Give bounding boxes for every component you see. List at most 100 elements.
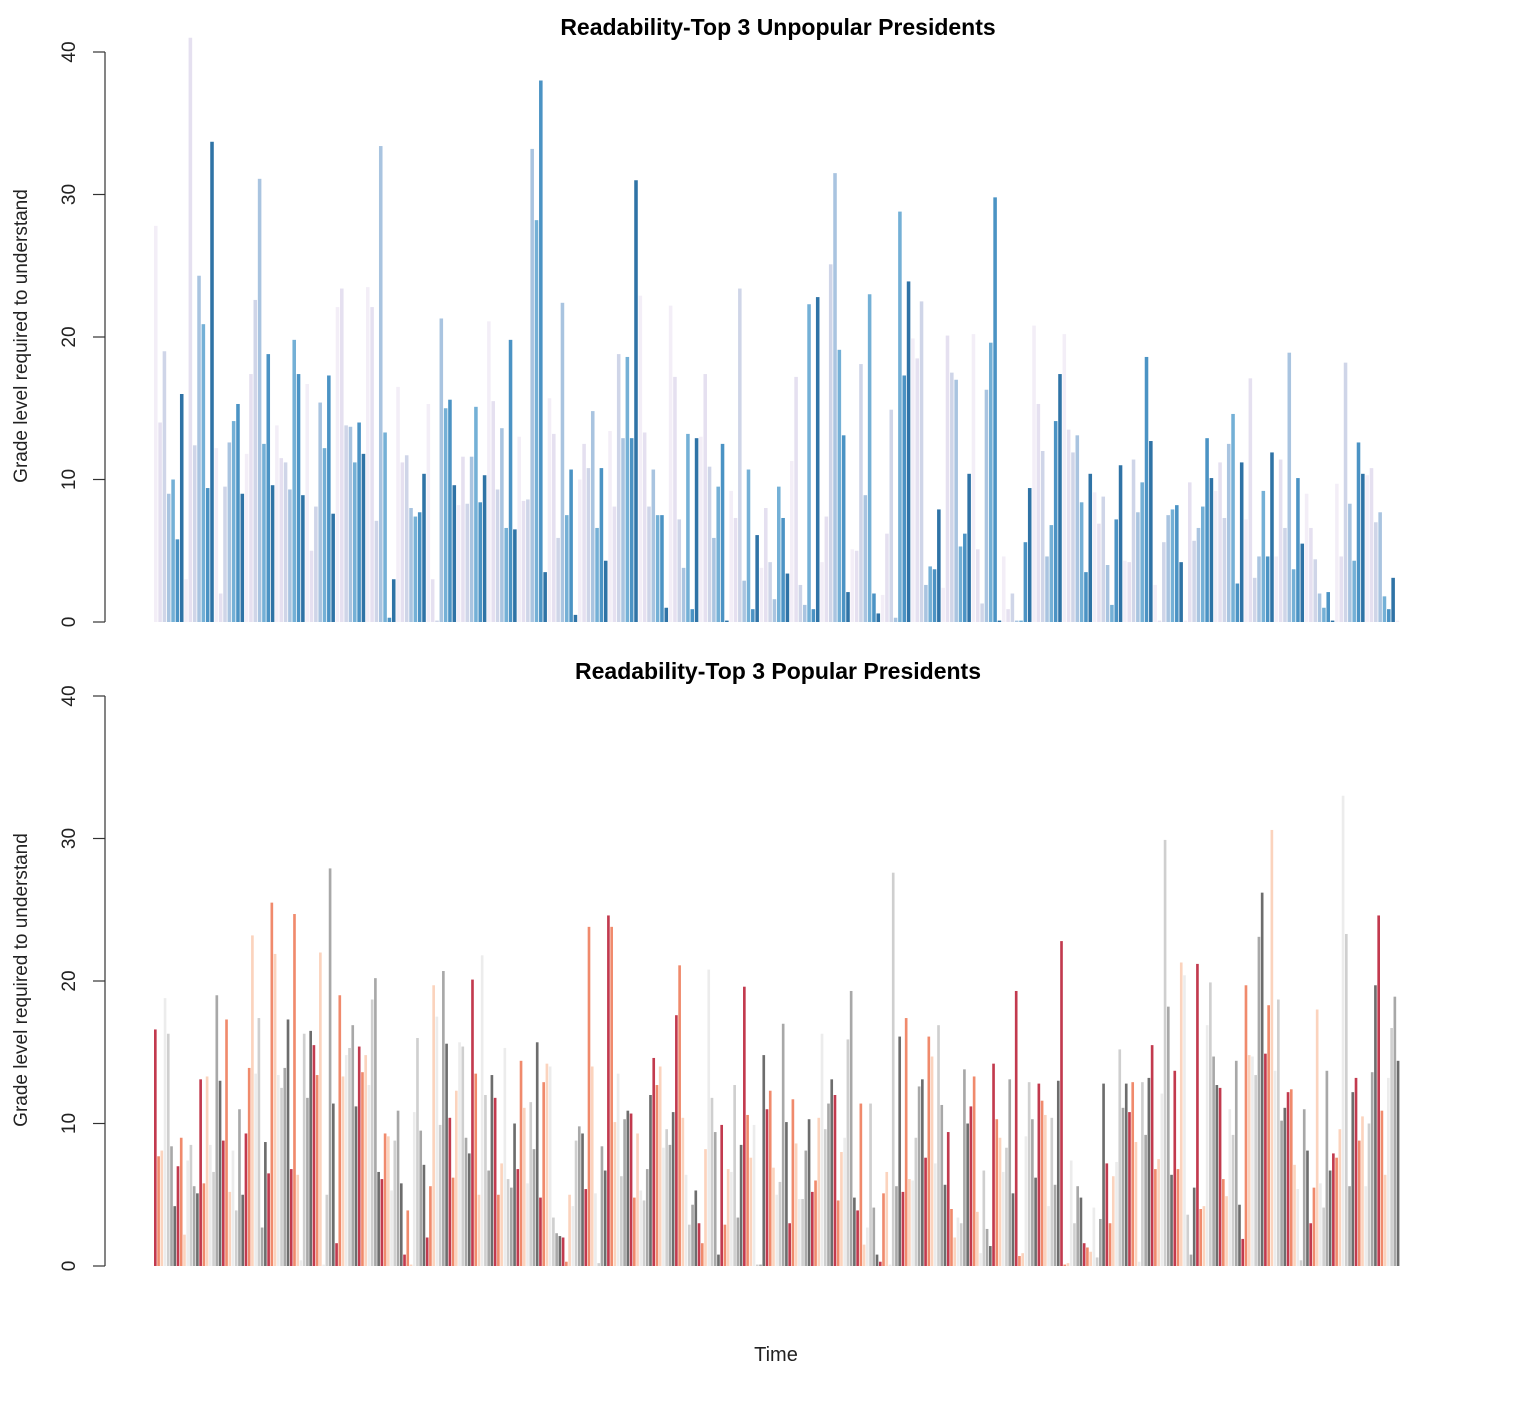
bar bbox=[426, 403, 431, 622]
bar bbox=[542, 1082, 546, 1266]
bar bbox=[707, 466, 712, 622]
bar bbox=[616, 1073, 620, 1267]
bar bbox=[1335, 1157, 1338, 1266]
bar bbox=[1179, 562, 1183, 622]
bar bbox=[1001, 1171, 1005, 1266]
bar bbox=[267, 1173, 270, 1267]
bar bbox=[1066, 1263, 1070, 1266]
bar bbox=[629, 1113, 633, 1266]
bar bbox=[833, 173, 837, 623]
bar bbox=[597, 1263, 601, 1266]
bar bbox=[225, 1019, 228, 1266]
bar bbox=[1395, 620, 1400, 622]
bar bbox=[1066, 429, 1071, 623]
bar bbox=[1095, 1257, 1099, 1266]
bar bbox=[215, 995, 219, 1266]
bar bbox=[629, 438, 634, 622]
bar bbox=[387, 617, 392, 622]
bar bbox=[331, 513, 335, 622]
bar bbox=[755, 1264, 759, 1266]
bar bbox=[1302, 1109, 1306, 1266]
bar bbox=[1382, 596, 1387, 622]
bar bbox=[1166, 515, 1170, 623]
bar bbox=[1150, 1045, 1154, 1267]
bar bbox=[943, 1184, 947, 1266]
bar bbox=[1082, 1243, 1086, 1266]
bar bbox=[1222, 1179, 1225, 1266]
bar bbox=[1293, 1164, 1296, 1266]
bar bbox=[632, 1197, 636, 1266]
bar bbox=[319, 952, 322, 1266]
bar bbox=[811, 609, 816, 622]
bar bbox=[1137, 1261, 1141, 1266]
bar bbox=[469, 456, 474, 622]
panel-2-y-ticks: 0 10 20 30 40 bbox=[59, 685, 105, 1271]
bar bbox=[409, 508, 413, 622]
bar bbox=[743, 986, 746, 1266]
bar bbox=[467, 1153, 471, 1266]
bar bbox=[785, 1122, 788, 1266]
bar bbox=[1086, 1247, 1089, 1266]
bar bbox=[840, 1152, 843, 1266]
bar bbox=[361, 453, 366, 622]
bar bbox=[1153, 584, 1157, 622]
bar bbox=[493, 1097, 497, 1266]
bar bbox=[639, 1190, 643, 1266]
y-tick-label: 20 bbox=[59, 326, 80, 347]
bar bbox=[697, 1223, 701, 1266]
bar bbox=[1322, 607, 1326, 622]
bar bbox=[880, 594, 885, 622]
bar bbox=[1393, 996, 1397, 1266]
bar bbox=[1196, 527, 1201, 622]
bar bbox=[1244, 985, 1248, 1266]
bar bbox=[681, 567, 686, 622]
bar bbox=[710, 1097, 714, 1266]
bar bbox=[1071, 452, 1075, 622]
bar bbox=[429, 1186, 432, 1266]
bar bbox=[516, 1169, 520, 1266]
bar bbox=[166, 1033, 170, 1266]
bar bbox=[201, 324, 206, 622]
bar bbox=[988, 342, 993, 622]
bar bbox=[1280, 1120, 1283, 1266]
bar bbox=[170, 1146, 173, 1266]
bar bbox=[552, 433, 556, 622]
bar bbox=[1391, 577, 1395, 622]
bar bbox=[668, 305, 673, 622]
bar bbox=[699, 436, 703, 622]
bar bbox=[898, 1036, 902, 1266]
bar bbox=[1274, 556, 1279, 622]
bar bbox=[814, 1180, 817, 1266]
bar bbox=[660, 515, 664, 623]
bar bbox=[749, 1157, 753, 1266]
bar bbox=[911, 338, 915, 622]
bar bbox=[547, 398, 552, 622]
bar bbox=[664, 607, 669, 622]
bar bbox=[340, 288, 344, 622]
bar bbox=[1140, 482, 1144, 622]
bar bbox=[351, 1025, 355, 1266]
bar bbox=[1183, 975, 1186, 1266]
bar bbox=[694, 438, 699, 622]
bar bbox=[956, 1217, 960, 1266]
bar bbox=[738, 288, 742, 622]
bar bbox=[850, 549, 855, 622]
bar bbox=[700, 1243, 704, 1266]
bar bbox=[1073, 1223, 1076, 1266]
bar bbox=[713, 1132, 717, 1266]
bar bbox=[1056, 1080, 1060, 1266]
bar bbox=[610, 926, 613, 1266]
bar bbox=[1370, 1072, 1374, 1266]
bar bbox=[1267, 1005, 1270, 1266]
bar bbox=[1147, 1077, 1151, 1266]
bar bbox=[854, 550, 859, 622]
bar bbox=[387, 1136, 390, 1266]
bar bbox=[1235, 583, 1240, 622]
bar bbox=[474, 1073, 478, 1267]
unpopular-presidents-panel: Readability-Top 3 Unpopular Presidents G… bbox=[11, 14, 1400, 627]
bar bbox=[1110, 604, 1114, 622]
bar bbox=[1209, 478, 1214, 622]
bar bbox=[647, 506, 651, 622]
bar bbox=[928, 566, 932, 622]
bar bbox=[218, 593, 223, 622]
